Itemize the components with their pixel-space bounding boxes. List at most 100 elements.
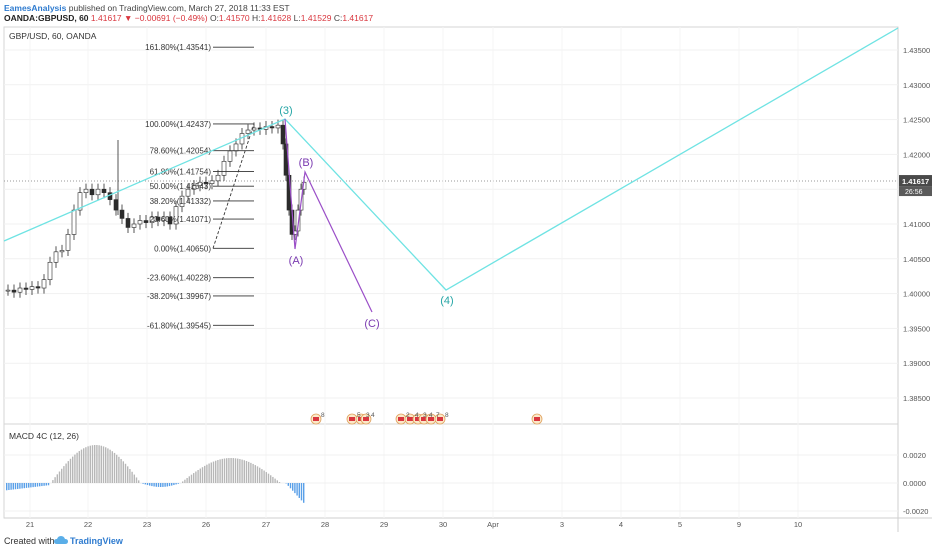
candle-body [126, 218, 130, 227]
macd-bar [211, 463, 212, 483]
candle-body [234, 144, 238, 151]
macd-bar [197, 470, 198, 483]
macd-bar [255, 465, 256, 483]
macd-bar [63, 466, 64, 483]
created-with-text: Created with [4, 536, 55, 546]
candle-body [6, 290, 10, 291]
price-tick: 1.43000 [903, 81, 930, 90]
wave-label-3: (3) [279, 105, 292, 117]
candle-body [90, 189, 94, 195]
countdown-label: 26:56 [905, 189, 923, 196]
time-tick: 27 [262, 520, 270, 529]
candle [138, 215, 142, 230]
macd-bar [239, 459, 240, 483]
macd-bar [15, 483, 16, 489]
macd-bar [191, 475, 192, 483]
macd-bar [70, 459, 71, 483]
macd-histogram [6, 445, 304, 503]
candle-body [60, 250, 64, 251]
macd-bar [268, 474, 269, 483]
candle [228, 145, 232, 167]
macd-bar [246, 461, 247, 483]
event-count: 4 [415, 412, 419, 419]
fib-level-label: 61.80%(1.41754) [150, 168, 212, 177]
event-count: 3 [423, 412, 427, 419]
candle-body [270, 127, 274, 128]
macd-bar [200, 469, 201, 483]
event-flag-stripe [313, 417, 319, 421]
macd-bar [116, 455, 117, 483]
candle [12, 285, 16, 298]
candle [132, 218, 136, 233]
macd-bar [136, 477, 137, 483]
wave-label-c: (C) [364, 318, 379, 330]
macd-bar [202, 467, 203, 483]
macd-bar [123, 461, 124, 483]
macd-bar [59, 472, 60, 483]
macd-bar [98, 445, 99, 483]
macd-bar [41, 483, 42, 486]
macd-bar [169, 483, 170, 486]
macd-bar [164, 483, 165, 487]
macd-bar [37, 483, 38, 487]
macd-bar [299, 483, 300, 498]
macd-bar [217, 460, 218, 483]
candle-body [132, 224, 136, 227]
macd-bar [94, 445, 95, 483]
macd-bar [272, 477, 273, 483]
macd-bar [175, 483, 176, 484]
macd-bar [248, 462, 249, 483]
elliott-wave-lines[interactable]: (3)(4)(A)(B)(C) [4, 28, 898, 330]
macd-bar [17, 483, 18, 489]
macd-bar [184, 480, 185, 483]
cloud-icon [54, 535, 68, 545]
candle [18, 282, 22, 297]
candle-body [72, 210, 76, 234]
macd-bar [138, 480, 139, 483]
macd-bar [277, 480, 278, 483]
macd-bar [112, 451, 113, 483]
candle [42, 274, 46, 293]
macd-bar [68, 461, 69, 483]
candle-body [114, 200, 118, 210]
macd-bar [263, 471, 264, 483]
tradingview-link[interactable]: TradingView [70, 536, 123, 546]
price-tick: 1.40500 [903, 255, 930, 264]
macd-tick: 0.0020 [903, 451, 926, 460]
candle-body [18, 288, 22, 292]
price-tick: 1.38500 [903, 394, 930, 403]
macd-bar [147, 483, 148, 485]
macd-bar [182, 481, 183, 483]
macd-bar [114, 453, 115, 483]
time-tick: 22 [84, 520, 92, 529]
macd-bar [92, 445, 93, 483]
macd-bar [274, 479, 275, 483]
macd-bar [294, 483, 295, 493]
pane-title: GBP/USD, 60, OANDA [9, 31, 97, 41]
macd-bar [48, 483, 49, 485]
wave-label-b: (B) [299, 157, 314, 169]
macd-bar [149, 483, 150, 486]
time-tick: 26 [202, 520, 210, 529]
price-axis[interactable]: 1.435001.430001.425001.420001.415001.410… [899, 46, 932, 403]
candle-body [12, 290, 16, 292]
candle-body [66, 234, 70, 250]
macd-bar [74, 455, 75, 483]
price-tick: 1.39000 [903, 359, 930, 368]
event-flag-stripe [398, 417, 404, 421]
fibonacci-retracement[interactable]: 161.80%(1.43541)100.00%(1.42437)78.60%(1… [145, 43, 254, 330]
macd-bar [65, 464, 66, 483]
candle-body [54, 252, 58, 262]
candle [60, 245, 64, 258]
last-price-label: 1.41617 [902, 177, 929, 186]
macd-bar [186, 478, 187, 483]
macd-bar [233, 458, 234, 483]
macd-bar [279, 482, 280, 483]
macd-bar [296, 483, 297, 496]
macd-bar [46, 483, 47, 486]
macd-bar [24, 483, 25, 488]
